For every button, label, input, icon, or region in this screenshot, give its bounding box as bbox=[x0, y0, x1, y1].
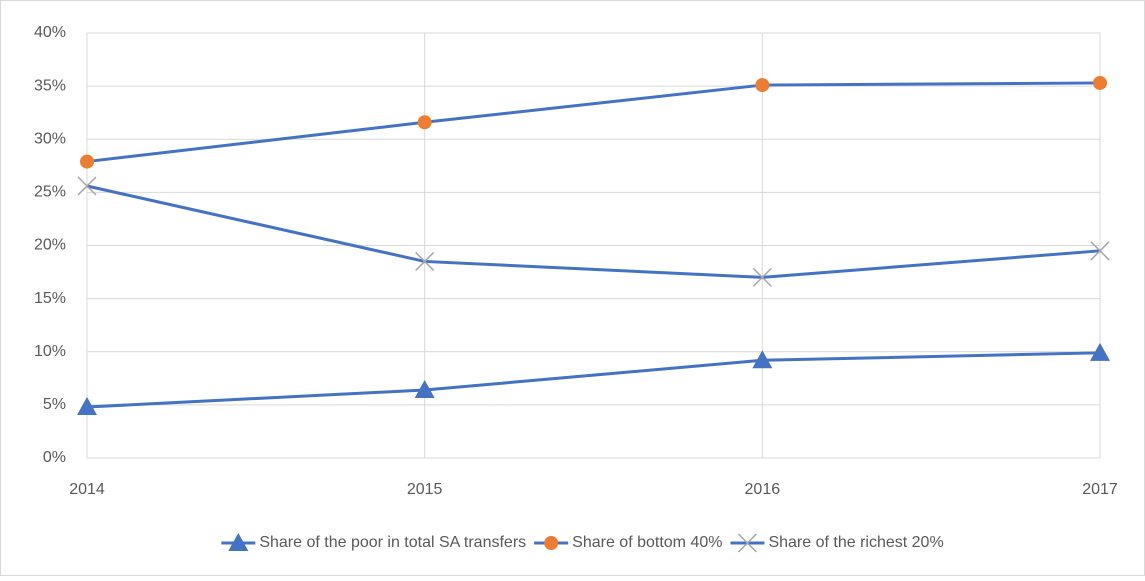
marker-circle bbox=[1093, 75, 1107, 90]
y-tick-label: 5% bbox=[43, 396, 66, 413]
marker-triangle bbox=[752, 350, 773, 369]
marker-circle bbox=[417, 115, 432, 130]
marker-x bbox=[77, 176, 97, 196]
legend-label: Share of the richest 20% bbox=[768, 534, 943, 551]
series-line bbox=[86, 351, 1101, 409]
y-tick-label: 40% bbox=[34, 24, 66, 41]
y-tick-label: 35% bbox=[34, 77, 66, 94]
y-tick-label: 20% bbox=[34, 237, 66, 254]
marker-x bbox=[415, 251, 435, 271]
marker-x bbox=[737, 533, 757, 553]
marker-triangle bbox=[414, 380, 435, 398]
marker-x bbox=[1090, 241, 1110, 261]
legend-label: Share of the poor in total SA transfers bbox=[259, 534, 526, 551]
x-tick-label: 2014 bbox=[69, 481, 105, 498]
y-tick-label: 10% bbox=[34, 343, 66, 360]
marker-x bbox=[752, 267, 772, 287]
x-tick-label: 2015 bbox=[407, 481, 443, 498]
y-tick-label: 0% bbox=[43, 449, 66, 466]
legend: Share of the poor in total SA transfers S… bbox=[221, 533, 944, 553]
x-tick-label: 2017 bbox=[1082, 481, 1118, 498]
marker-triangle bbox=[1090, 342, 1110, 361]
marker-triangle bbox=[228, 533, 249, 551]
marker-circle bbox=[755, 78, 770, 93]
series-line bbox=[86, 184, 1101, 279]
marker-circle bbox=[80, 154, 94, 169]
legend-label: Share of bottom 40% bbox=[572, 534, 722, 551]
y-tick-label: 30% bbox=[34, 130, 66, 147]
marker-triangle bbox=[77, 397, 97, 415]
y-tick-label: 15% bbox=[34, 290, 66, 307]
marker-circle bbox=[544, 536, 559, 550]
x-tick-label: 2016 bbox=[745, 481, 781, 498]
y-tick-label: 25% bbox=[34, 184, 66, 201]
series-line bbox=[86, 81, 1101, 164]
